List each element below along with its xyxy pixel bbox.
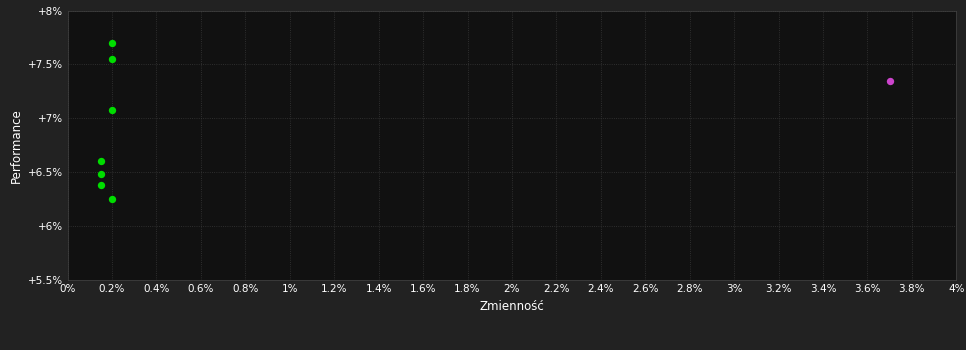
- Y-axis label: Performance: Performance: [10, 108, 23, 183]
- Point: [104, 56, 120, 62]
- Point: [104, 196, 120, 202]
- Point: [882, 78, 897, 83]
- Point: [104, 107, 120, 112]
- Point: [93, 172, 109, 177]
- Point: [93, 159, 109, 164]
- Point: [104, 40, 120, 46]
- X-axis label: Zmienność: Zmienność: [479, 300, 545, 313]
- Point: [93, 182, 109, 188]
